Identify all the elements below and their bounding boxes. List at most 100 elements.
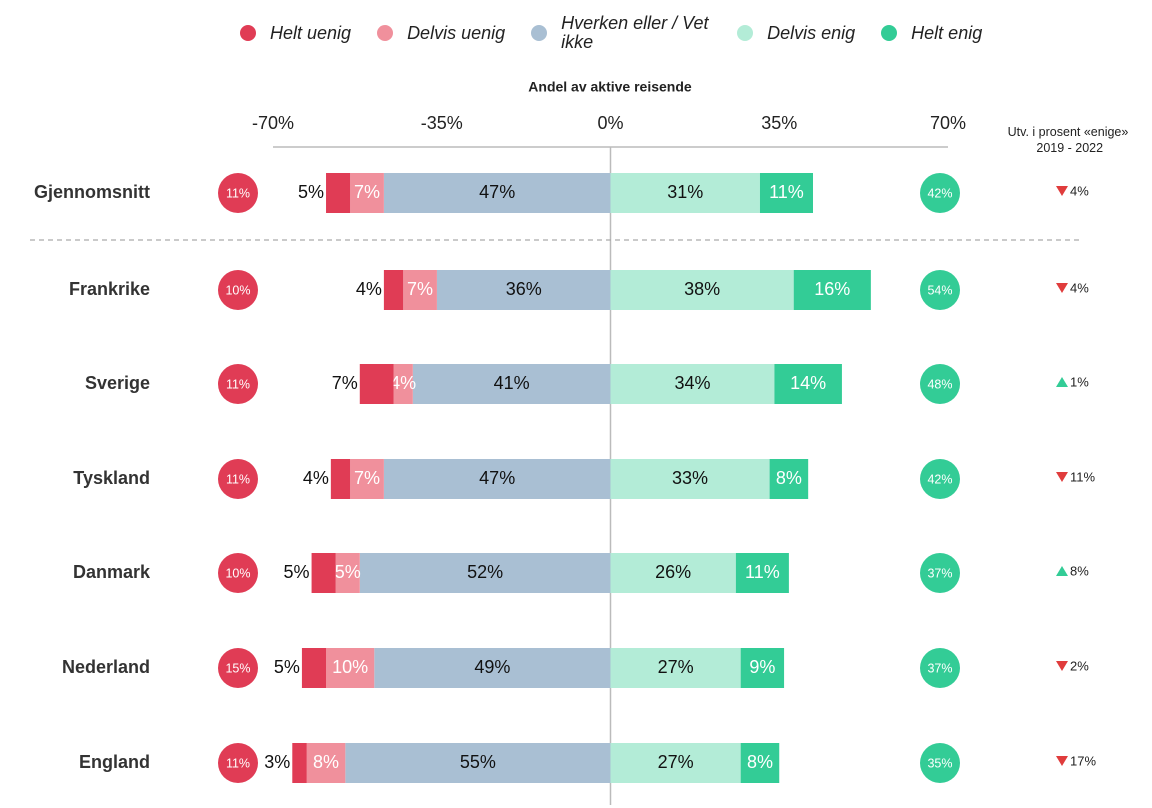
change-title-line: Utv. i prosent «enige» [1008,125,1129,139]
data-label: 36% [506,279,542,299]
bar-segment [359,553,611,593]
total-circle [920,173,960,213]
data-label: 31% [667,182,703,202]
change-arrow [1056,377,1068,387]
axis-title: Andel av aktive reisende [528,79,692,95]
legend-marker [240,25,256,41]
total-circle [218,270,258,310]
bar-segment [326,173,351,213]
total-circle [920,743,960,783]
legend-label: Helt uenig [270,22,352,43]
change-label: 11% [1070,469,1095,484]
data-label: 55% [460,752,496,772]
data-label: 8% [747,752,773,772]
bar-segment [345,743,611,783]
legend-marker [881,25,898,41]
bar-segment [311,553,336,593]
total-circle [920,648,960,688]
bar-segment [330,459,351,499]
total-circle [218,173,258,213]
total-circle [920,553,960,593]
change-arrow [1056,756,1068,766]
bar-segment [335,553,360,593]
legend-label: Delvis uenig [407,22,506,43]
total-label: 37% [927,661,952,675]
data-label: 8% [313,752,339,772]
data-label: 5% [298,182,324,202]
data-label: 8% [776,468,802,488]
data-label: 4% [303,468,329,488]
data-label: 7% [354,182,380,202]
change-label: 4% [1070,280,1089,295]
data-label: 9% [749,657,775,677]
bar-segment [610,553,736,593]
bar-segment [292,743,307,783]
bar-segment [610,364,775,404]
bar-segment [610,743,741,783]
bar-segment [393,364,413,404]
bar-segment [793,270,871,310]
bar-segment [350,459,384,499]
x-tick-label: 70% [930,113,966,133]
total-label: 42% [927,472,952,486]
x-tick-label: 0% [597,113,623,133]
legend: Helt uenig Delvis uenig Hverken eller / Ve… [240,14,1008,52]
total-label: 11% [226,756,250,770]
change-label: 17% [1070,753,1096,768]
bar-segment [436,270,611,310]
category-label: Nederland [62,657,150,677]
bar-segment [769,459,809,499]
change-arrow [1056,283,1068,293]
change-label: 1% [1070,374,1089,389]
data-label: 33% [672,468,708,488]
total-circle [920,270,960,310]
data-label: 11% [745,562,780,582]
change-label: 8% [1070,563,1089,578]
total-circle [920,364,960,404]
legend-marker [531,25,548,41]
bar-segment [740,648,785,688]
bar-segment [359,364,394,404]
data-label: 7% [354,468,380,488]
data-label: 5% [274,657,300,677]
bar-segment [740,743,780,783]
change-arrow [1056,186,1068,196]
total-label: 48% [927,377,952,391]
legend-item: Helt enig [881,22,983,43]
total-label: 10% [225,566,250,580]
total-label: 11% [226,472,250,486]
bar-segment [735,553,789,593]
x-tick-label: 35% [761,113,797,133]
bar-segment [412,364,611,404]
data-label: 27% [658,752,694,772]
bar-segment [610,270,794,310]
legend-item: Hverken eller / Vet ikke [531,14,711,52]
total-label: 10% [225,283,250,297]
data-label: 26% [655,562,691,582]
bar-segment [610,173,760,213]
bar-segment [326,648,375,688]
category-label: Sverige [85,373,150,393]
data-label: 27% [658,657,694,677]
change-label: 2% [1070,658,1089,673]
data-label: 11% [769,182,804,202]
total-circle [218,364,258,404]
change-arrow [1056,566,1068,576]
change-label: 4% [1070,183,1089,198]
data-label: 16% [814,279,850,299]
bar-segment [403,270,437,310]
legend-label: Delvis enig [767,22,856,43]
total-circle [218,553,258,593]
data-label: 14% [790,373,826,393]
total-circle [218,459,258,499]
total-circle [218,743,258,783]
x-tick-label: -35% [421,113,463,133]
category-label: Tyskland [73,468,150,488]
legend-marker [737,25,754,41]
legend-label: Helt enig [911,22,983,43]
data-label: 52% [467,562,503,582]
category-label: Danmark [73,562,151,582]
data-label: 10% [332,657,368,677]
